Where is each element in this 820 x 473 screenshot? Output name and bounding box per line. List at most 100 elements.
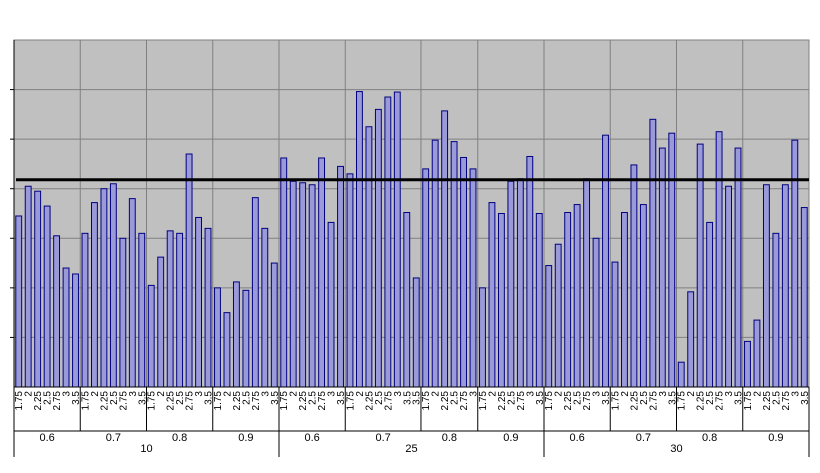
x-tick-label: 3: [790, 391, 801, 397]
bar: [602, 134, 609, 388]
x-tick-label: 2.75: [317, 391, 328, 411]
x-tick-label: 2: [487, 391, 498, 397]
bar: [251, 197, 259, 388]
bar: [337, 165, 344, 388]
x-tick-label: 3.5: [412, 391, 423, 405]
x-tick-label: 2.5: [374, 391, 385, 405]
bar: [204, 227, 212, 388]
x-tick-label: 2.25: [232, 391, 243, 411]
bar: [384, 96, 392, 388]
bar: [469, 168, 477, 388]
bar: [53, 235, 61, 388]
x-tick-label: 3: [525, 391, 536, 397]
bar: [185, 153, 193, 388]
x-tick-label: 2: [90, 391, 101, 397]
bar: [744, 340, 751, 388]
bar: [34, 190, 42, 388]
bar: [422, 168, 430, 388]
bar: [109, 183, 117, 388]
bar: [62, 267, 70, 388]
x-tick-label: 3: [128, 391, 139, 397]
bar: [223, 312, 231, 388]
x-middle-label: 0.6: [39, 432, 54, 444]
x-tick-label: 2.75: [459, 391, 470, 411]
x-tick-label: 3: [469, 391, 480, 397]
x-tick-label: 1.75: [478, 391, 489, 411]
bar: [374, 108, 382, 388]
x-tick-label: 2.75: [715, 391, 726, 411]
x-tick-label: 2: [554, 391, 565, 397]
bar: [72, 273, 79, 388]
x-tick-label: 1.75: [80, 391, 91, 411]
bar: [658, 147, 666, 388]
x-tick-label: 2.5: [308, 391, 319, 405]
bar: [554, 243, 562, 388]
bar: [393, 91, 401, 388]
bar: [734, 147, 742, 388]
x-tick-label: 3.5: [800, 391, 811, 405]
bar: [289, 180, 297, 388]
bar: [488, 202, 496, 388]
x-tick-label: 3: [260, 391, 271, 397]
x-tick-label: 2.5: [705, 391, 716, 405]
x-tick-label: 2.75: [251, 391, 262, 411]
x-tick-label: 3: [658, 391, 669, 397]
x-tick-label: 2.25: [762, 391, 773, 411]
bar: [270, 262, 278, 388]
bar: [280, 157, 288, 388]
bar: [441, 110, 449, 388]
x-middle-label: 0.7: [375, 432, 390, 444]
bar: [753, 319, 761, 388]
x-middle-label: 0.9: [503, 432, 518, 444]
bar: [611, 261, 619, 388]
x-tick-label: 1.75: [743, 391, 754, 411]
x-tick-label: 1.75: [677, 391, 688, 411]
bar: [639, 204, 647, 388]
bar: [261, 227, 269, 388]
bar: [91, 202, 98, 388]
x-middle-label: 0.6: [304, 432, 319, 444]
bar: [346, 173, 354, 388]
x-tick-label: 1.75: [213, 391, 224, 411]
x-middle-label: 0.8: [442, 432, 457, 444]
x-tick-label: 2.25: [563, 391, 574, 411]
x-tick-label: 2.75: [516, 391, 527, 411]
x-tick-label: 3: [194, 391, 205, 397]
x-tick-label: 1.75: [544, 391, 555, 411]
bar: [412, 277, 420, 388]
x-tick-label: 3.5: [402, 391, 413, 405]
bar: [479, 287, 486, 388]
x-tick-label: 2.5: [175, 391, 186, 405]
bar: [772, 232, 780, 388]
x-tick-label: 2.25: [497, 391, 508, 411]
bar: [157, 256, 165, 388]
bar: [356, 91, 363, 388]
x-tick-label: 2.25: [364, 391, 375, 411]
bar: [535, 213, 543, 388]
x-tick-label: 2.5: [241, 391, 252, 405]
bar: [138, 232, 146, 388]
x-tick-label: 2.5: [43, 391, 54, 405]
x-tick-label: 2.5: [573, 391, 584, 405]
x-outer-label: 30: [670, 443, 682, 455]
x-tick-label: 3.5: [71, 391, 82, 405]
bar: [242, 289, 250, 388]
x-tick-label: 3: [724, 391, 735, 397]
bar: [195, 216, 202, 388]
x-middle-label: 0.6: [569, 432, 584, 444]
plot-area: [13, 39, 810, 388]
x-tick-label: 2.5: [450, 391, 461, 405]
x-tick-label: 2.75: [648, 391, 659, 411]
bar: [299, 182, 307, 388]
x-tick-label: 2.25: [696, 391, 707, 411]
bar: [214, 287, 221, 388]
x-tick-label: 1.75: [279, 391, 290, 411]
x-tick-label: 2.25: [298, 391, 309, 411]
x-tick-label: 2: [289, 391, 300, 397]
bar: [687, 291, 695, 388]
bar: [15, 215, 23, 388]
bar: [507, 180, 515, 388]
axis-group: 1.7522.252.52.7533.51.7522.252.52.7533.5…: [10, 40, 811, 457]
x-tick-label: 3.5: [270, 391, 281, 405]
x-tick-label: 2.75: [781, 391, 792, 411]
